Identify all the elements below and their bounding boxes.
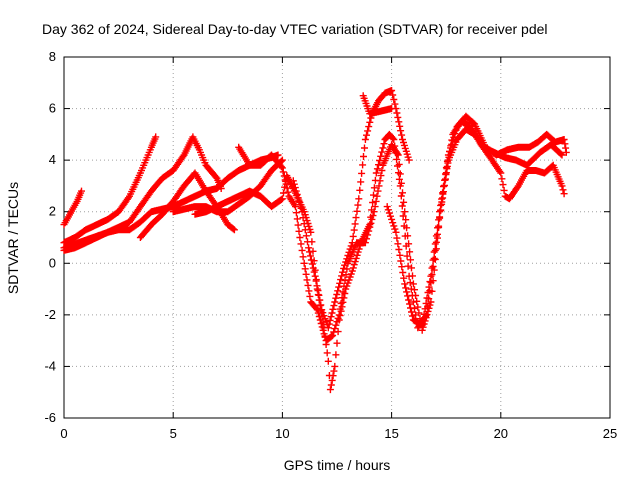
plus-markers [60, 187, 85, 229]
chart-title: Day 362 of 2024, Sidereal Day-to-day VTE… [42, 21, 548, 37]
series-track-9 [289, 87, 413, 332]
y-tick-label: 6 [49, 101, 56, 116]
series-track-1 [60, 187, 85, 229]
series-track-4 [60, 133, 225, 252]
y-tick-label: 2 [49, 204, 56, 219]
y-tick-label: 8 [49, 49, 56, 64]
plus-markers [235, 125, 566, 345]
y-tick-label: 0 [49, 255, 56, 270]
y-tick-label: 4 [49, 152, 56, 167]
x-tick-label: 25 [603, 426, 617, 441]
grid [64, 57, 610, 418]
plus-markers [289, 87, 413, 332]
plus-markers [359, 92, 396, 118]
axis-ticks: 0 5 10 15 20 25 -6 -4 -2 0 2 4 6 8 [44, 49, 617, 441]
x-tick-label: 5 [170, 426, 177, 441]
y-tick-label: -6 [44, 410, 56, 425]
series-track-10 [359, 92, 396, 118]
plus-markers [60, 133, 160, 247]
series-track-11 [383, 112, 570, 329]
y-tick-label: -2 [44, 307, 56, 322]
plus-markers [60, 133, 225, 252]
y-axis-label: SDTVAR / TECUs [5, 182, 21, 294]
plus-markers [383, 112, 570, 329]
x-axis-label: GPS time / hours [284, 457, 391, 473]
series-track-5 [136, 169, 238, 241]
x-tick-label: 15 [384, 426, 398, 441]
x-tick-label: 20 [494, 426, 508, 441]
x-tick-label: 10 [275, 426, 289, 441]
series-track-8 [235, 125, 566, 345]
y-tick-label: -4 [44, 358, 56, 373]
plus-markers [136, 169, 238, 241]
series-track-2 [60, 133, 160, 247]
data-marks [60, 87, 570, 394]
plot-frame [63, 56, 611, 419]
x-tick-label: 0 [60, 426, 67, 441]
